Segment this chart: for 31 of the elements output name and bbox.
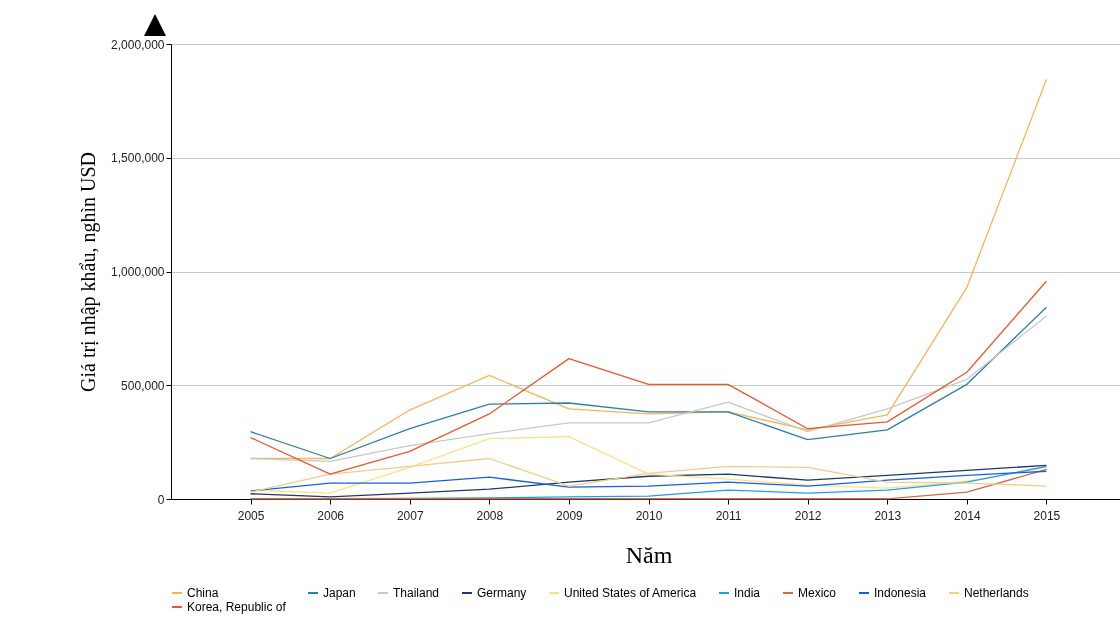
legend-label: India xyxy=(734,586,761,600)
x-tick-label: 2005 xyxy=(237,508,265,523)
x-tick-label: 2008 xyxy=(476,508,504,523)
y-tick-label: 1,000,000 xyxy=(111,265,165,279)
line-series xyxy=(249,470,1048,492)
x-tick-label: 2007 xyxy=(396,508,424,523)
line-series xyxy=(249,457,1048,493)
y-tick-label: 2,000,000 xyxy=(111,37,165,52)
x-tick-label: 2011 xyxy=(715,508,742,523)
x-tick-label: 2015 xyxy=(1033,508,1061,523)
x-tick-label: 2006 xyxy=(317,508,345,523)
y-tick-label: 500,000 xyxy=(121,378,165,393)
legend-label: Indonesia xyxy=(874,586,927,600)
legend-label: Japan xyxy=(323,586,356,600)
y-tick-label: 0 xyxy=(157,492,165,507)
legend-label: Mexico xyxy=(798,586,837,600)
legend-label: China xyxy=(187,586,219,600)
y-tick-label: 1,500,000 xyxy=(111,151,165,166)
legend-label: Korea, Republic of xyxy=(187,600,287,614)
x-tick-label: 2009 xyxy=(556,508,584,523)
x-tick-label: 2013 xyxy=(874,508,902,523)
x-tick-label: 2012 xyxy=(794,508,822,523)
legend-label: Netherlands xyxy=(964,586,1029,600)
y-axis-title: Giá trị nhập khẩu, nghìn USD xyxy=(77,152,101,392)
legend-label: Thailand xyxy=(393,586,440,600)
legend-label: United States of America xyxy=(564,586,697,600)
line-series xyxy=(249,280,1048,475)
x-axis-title: Năm xyxy=(625,541,673,568)
x-tick-label: 2014 xyxy=(953,508,981,523)
x-tick-label: 2010 xyxy=(635,508,663,523)
legend-label: Germany xyxy=(477,586,527,600)
